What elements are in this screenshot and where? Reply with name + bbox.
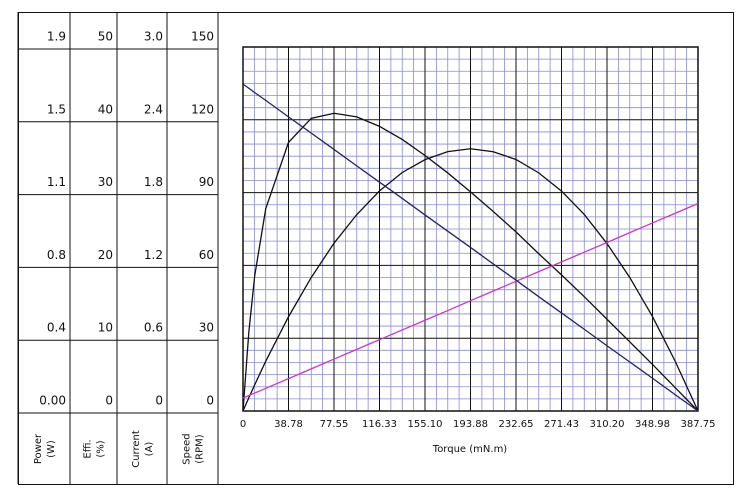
x-tick-label: 116.33 [362,419,397,430]
x-tick-label: 77.55 [320,419,349,430]
y-tick-label: 2.4 [144,102,163,116]
x-tick-label: 0 [240,419,246,430]
x-tick-label: 193.88 [453,419,488,430]
y-tick-label: 0.6 [144,321,163,335]
y-tick-label: 10 [98,321,113,335]
x-tick-label: 271.43 [544,419,579,430]
axis-unit: (A) [144,442,155,457]
y-tick-label: 0.00 [39,394,66,408]
y-tick-label: 0 [206,394,214,408]
axis-label: Effi. [83,439,94,458]
y-tick-label: 20 [98,248,113,262]
y-tick-label: 0.8 [47,248,66,262]
x-tick-label: 155.10 [408,419,443,430]
x-axis-label: Torque (mN.m) [432,444,508,455]
curve [242,83,699,412]
y-tick-label: 30 [98,175,113,189]
y-tick-label: 0.4 [47,321,66,335]
y-tick-label: 3.0 [144,30,163,44]
curve [242,148,699,412]
axis-label: Speed [182,433,193,464]
y-tick-label: 40 [98,102,113,116]
y-tick-label: 0 [155,394,163,408]
y-tick-label: 120 [191,102,214,116]
x-tick-label: 387.75 [681,419,716,430]
y-tick-label: 60 [199,248,214,262]
axis-unit: (%) [96,440,107,457]
axis-unit: (RPM) [195,434,206,464]
y-tick-label: 30 [199,321,214,335]
y-tick-label: 1.1 [47,175,66,189]
curve [242,202,699,399]
axis-label: Current [131,430,142,468]
y-tick-label: 1.9 [47,30,66,44]
y-tick-label: 0 [105,394,113,408]
curve [242,112,699,412]
plot-frame [242,46,699,412]
y-tick-label: 1.8 [144,175,163,189]
y-tick-label: 90 [199,175,214,189]
x-tick-label: 310.20 [590,419,625,430]
y-tick-label: 50 [98,30,113,44]
x-tick-label: 232.65 [499,419,534,430]
axis-label: Power [33,433,44,464]
x-tick-label: 38.78 [274,419,303,430]
y-tick-label: 150 [191,30,214,44]
y-tick-label: 1.2 [144,248,163,262]
x-tick-label: 348.98 [635,419,670,430]
y-tick-label: 1.5 [47,102,66,116]
axis-unit: (W) [46,440,57,458]
